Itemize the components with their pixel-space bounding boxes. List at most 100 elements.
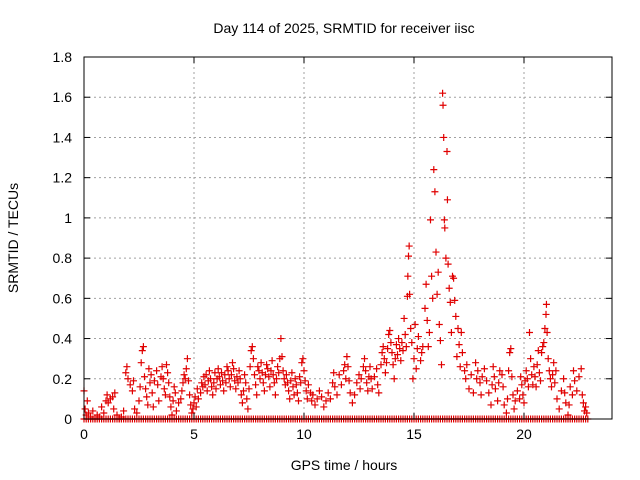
- plot-frame: [83, 56, 613, 420]
- data-point: [539, 343, 547, 351]
- data-point: [409, 375, 417, 383]
- data-point: [502, 409, 510, 417]
- data-point: [407, 325, 415, 332]
- data-point: [223, 363, 231, 371]
- data-point: [150, 377, 158, 385]
- data-point: [296, 373, 304, 381]
- data-point: [463, 361, 471, 369]
- data-point: [374, 381, 382, 389]
- data-point: [478, 373, 486, 381]
- data-point: [177, 395, 185, 403]
- data-point: [293, 389, 301, 397]
- data-point: [457, 329, 465, 337]
- data-point: [304, 381, 312, 389]
- data-point: [366, 363, 374, 371]
- data-point: [392, 341, 400, 349]
- data-point: [193, 385, 201, 393]
- data-point: [197, 389, 205, 397]
- data-point: [220, 387, 228, 395]
- data-point: [560, 375, 568, 383]
- data-point: [208, 383, 216, 391]
- data-point: [429, 294, 437, 302]
- data-point: [234, 379, 242, 387]
- data-point: [441, 224, 449, 232]
- data-point: [533, 361, 541, 369]
- data-point: [277, 335, 285, 343]
- data-point: [443, 196, 451, 204]
- data-point: [158, 363, 166, 371]
- data-point: [299, 355, 307, 363]
- data-point: [315, 387, 323, 395]
- data-point: [260, 387, 268, 395]
- data-point: [136, 383, 144, 391]
- data-point: [345, 377, 353, 385]
- data-point: [266, 383, 274, 391]
- data-point: [447, 329, 455, 337]
- data-point: [311, 401, 319, 409]
- data-point: [337, 381, 345, 389]
- data-point: [166, 393, 174, 401]
- data-point: [232, 385, 240, 393]
- data-point: [249, 355, 257, 363]
- data-point: [375, 389, 383, 397]
- data-point: [452, 312, 460, 320]
- data-point: [253, 391, 261, 399]
- data-point: [524, 383, 532, 391]
- data-point: [246, 363, 254, 371]
- data-point: [291, 375, 299, 383]
- data-point: [513, 387, 521, 395]
- data-point: [273, 375, 280, 383]
- data-point: [561, 389, 569, 397]
- data-point: [244, 405, 252, 413]
- data-point: [124, 375, 132, 383]
- data-point: [414, 333, 422, 341]
- data-point: [154, 381, 162, 389]
- data-point: [275, 369, 283, 377]
- data-point: [439, 89, 447, 97]
- data-point: [510, 405, 518, 413]
- data-point: [405, 242, 413, 250]
- data-point: [518, 381, 526, 389]
- data-point: [171, 389, 179, 397]
- data-point: [259, 379, 267, 387]
- data-point: [104, 399, 112, 407]
- data-point: [133, 409, 141, 417]
- data-point: [421, 304, 429, 312]
- data-point: [183, 355, 191, 363]
- data-point: [451, 296, 459, 304]
- data-point: [245, 385, 253, 393]
- data-point: [111, 389, 119, 397]
- data-point: [148, 389, 156, 397]
- data-point: [185, 377, 192, 385]
- data-point: [499, 383, 507, 391]
- data-point: [453, 353, 461, 361]
- data-point: [472, 359, 480, 367]
- data-point: [215, 373, 223, 381]
- data-point: [221, 371, 229, 379]
- data-point: [565, 401, 573, 409]
- data-point: [465, 385, 473, 393]
- data-point: [473, 375, 481, 383]
- data-point: [214, 365, 222, 373]
- data-point: [295, 397, 302, 405]
- data-point: [543, 329, 551, 337]
- data-point: [395, 335, 403, 343]
- data-point: [385, 331, 393, 339]
- data-point: [391, 355, 399, 363]
- data-point: [313, 395, 321, 403]
- data-point: [424, 343, 432, 351]
- data-point: [443, 148, 451, 156]
- y-tick-label: 1.4: [53, 129, 73, 145]
- data-point: [413, 345, 421, 353]
- data-point: [504, 395, 511, 403]
- data-point: [579, 399, 587, 407]
- data-point: [469, 389, 477, 397]
- data-point: [583, 409, 591, 417]
- data-point: [397, 357, 405, 365]
- data-point: [542, 300, 550, 308]
- data-point: [207, 375, 214, 383]
- y-tick-label: 1.8: [53, 49, 73, 65]
- data-point: [577, 365, 585, 373]
- data-point: [145, 365, 153, 373]
